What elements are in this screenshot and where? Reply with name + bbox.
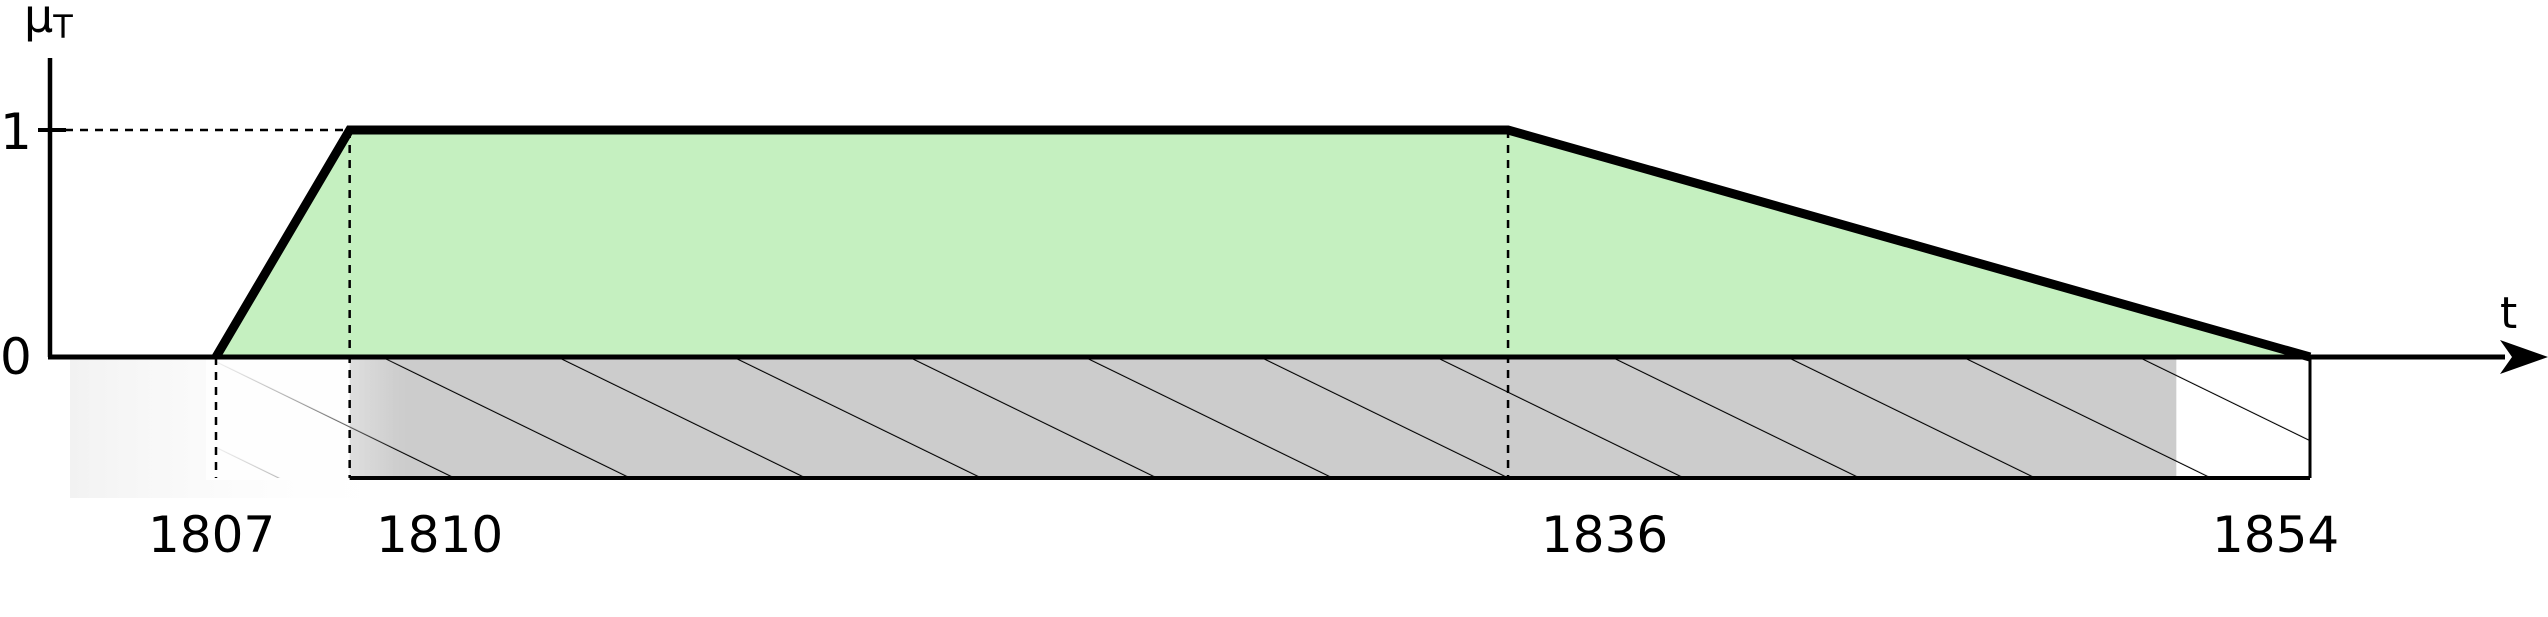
hatched-support-bar [216, 357, 2310, 478]
y-axis-label: μT [24, 0, 73, 46]
axes [38, 58, 2548, 374]
left-fade-overlay [206, 359, 396, 480]
x-tick-label-1854: 1854 [2212, 506, 2339, 564]
x-axis-arrowhead [2500, 340, 2548, 374]
y-tick-label-1: 1 [0, 103, 32, 161]
membership-outline [212, 125, 2312, 362]
membership-area [216, 130, 2310, 357]
interval-bars [70, 357, 2312, 498]
x-tick-label-1810: 1810 [376, 506, 503, 564]
y-tick-label-0: 0 [0, 328, 32, 386]
x-tick-label-1836: 1836 [1541, 506, 1668, 564]
reference-lines [50, 128, 1510, 478]
x-tick-label-1807: 1807 [148, 506, 275, 564]
x-axis-label: t [2500, 288, 2517, 339]
